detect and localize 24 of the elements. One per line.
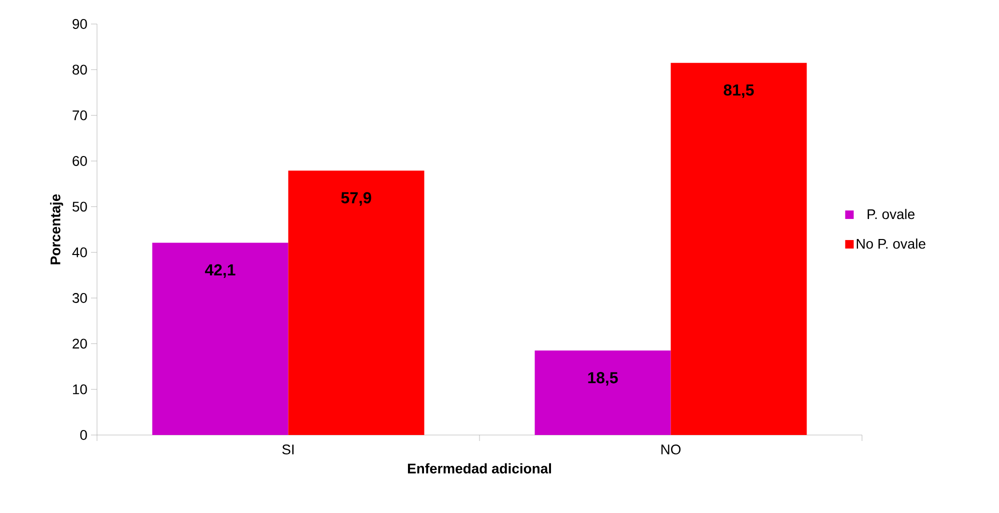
y-tick-label: 30 (72, 293, 87, 303)
y-tick-label: 40 (72, 247, 87, 258)
y-tick-label: 90 (72, 19, 87, 29)
y-tick-label: 50 (72, 202, 87, 212)
data-label: 18,5 (588, 372, 618, 386)
y-axis-title: Porcentaje (50, 194, 64, 264)
data-label: 42,1 (204, 264, 236, 278)
legend-label: No P. ovale (856, 238, 926, 249)
y-tick-label: 10 (73, 384, 87, 394)
bar (288, 170, 424, 435)
x-tick-label: NO (661, 444, 681, 454)
data-label: 57,9 (341, 192, 372, 206)
bar (670, 62, 807, 435)
bar (152, 242, 288, 435)
y-tick-label: 70 (72, 110, 87, 120)
x-tick-label: SI (282, 444, 294, 454)
y-tick-label: 0 (80, 430, 87, 440)
bar (534, 350, 671, 435)
y-tick-label: 60 (72, 156, 87, 166)
data-label: 81,5 (724, 84, 754, 98)
legend-label: P. ovale (868, 208, 915, 220)
x-axis-title: Enfermedad adicional (408, 463, 551, 474)
y-tick-label: 20 (72, 338, 87, 349)
y-tick-label: 80 (72, 64, 87, 75)
